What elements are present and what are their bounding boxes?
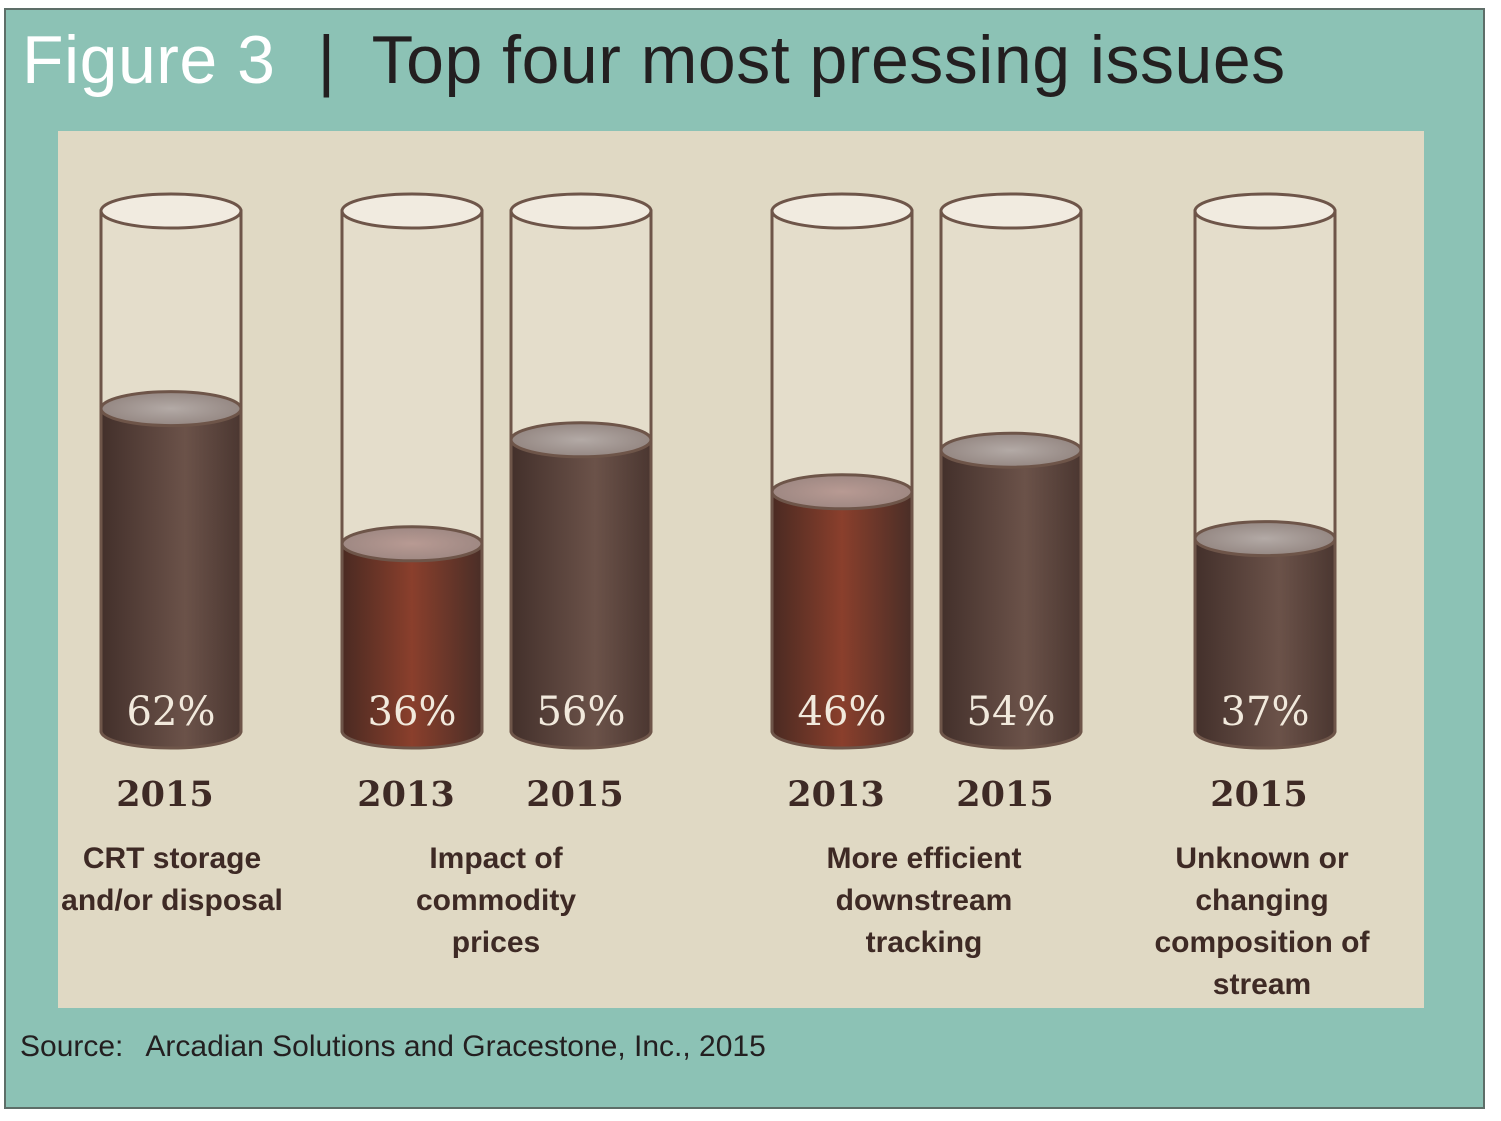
figure-number: Figure 3	[22, 22, 276, 98]
year-label: 2013	[787, 774, 884, 815]
category-label: More efficient downstream tracking	[826, 842, 1022, 959]
category-label: Impact of commodity prices	[415, 842, 577, 959]
cylinder-top	[340, 192, 484, 230]
cylinder-fill	[941, 450, 1081, 731]
cylinder-fill	[342, 543, 482, 731]
source-label: Source:	[20, 1030, 124, 1063]
cylinder-fill	[1195, 538, 1335, 731]
cylinder-top	[1193, 192, 1337, 230]
cylinder-top	[939, 192, 1083, 230]
source-text: Arcadian Solutions and Gracestone, Inc.,…	[145, 1030, 766, 1063]
liquid-surface	[770, 473, 914, 511]
value-label: 46%	[798, 689, 887, 735]
figure-title: Figure 3 | Top four most pressing issues	[22, 12, 1286, 112]
chart-title: Top four most pressing issues	[371, 22, 1286, 98]
value-label: 56%	[537, 689, 626, 735]
cylinder-bar-2015: 62% 2015	[99, 192, 243, 815]
cylinder-top	[99, 192, 243, 230]
cylinder-bar-2013: 46% 2013	[770, 192, 914, 815]
liquid-surface	[340, 525, 484, 563]
year-label: 2015	[956, 774, 1053, 815]
category-label: CRT storage and/or disposal	[61, 842, 283, 917]
cylinder-bar-2015: 56% 2015	[509, 192, 653, 815]
cylinder-fill	[101, 408, 241, 731]
year-label: 2013	[357, 774, 454, 815]
year-label: 2015	[526, 774, 623, 815]
value-label: 37%	[1221, 689, 1310, 735]
value-label: 54%	[967, 689, 1056, 735]
cylinder-bar-2013: 36% 2013	[340, 192, 484, 815]
category-label: Unknown or changing composition of strea…	[1154, 842, 1370, 1001]
liquid-surface	[939, 431, 1083, 469]
value-label: 62%	[127, 689, 216, 735]
cylinder-top	[770, 192, 914, 230]
year-label: 2015	[116, 774, 213, 815]
cylinder-fill	[511, 439, 651, 731]
source-note: Source: Arcadian Solutions and Gracestone…	[20, 1030, 766, 1064]
liquid-surface	[99, 390, 243, 428]
cylinder-bar-2015: 37% 2015	[1193, 192, 1337, 815]
liquid-surface	[509, 421, 653, 459]
cylinder-fill	[772, 491, 912, 731]
title-separator: |	[317, 22, 336, 98]
year-label: 2015	[1210, 774, 1307, 815]
liquid-surface	[1193, 520, 1337, 558]
cylinder-top	[509, 192, 653, 230]
cylinder-bar-2015: 54% 2015	[939, 192, 1083, 815]
value-label: 36%	[368, 689, 457, 735]
